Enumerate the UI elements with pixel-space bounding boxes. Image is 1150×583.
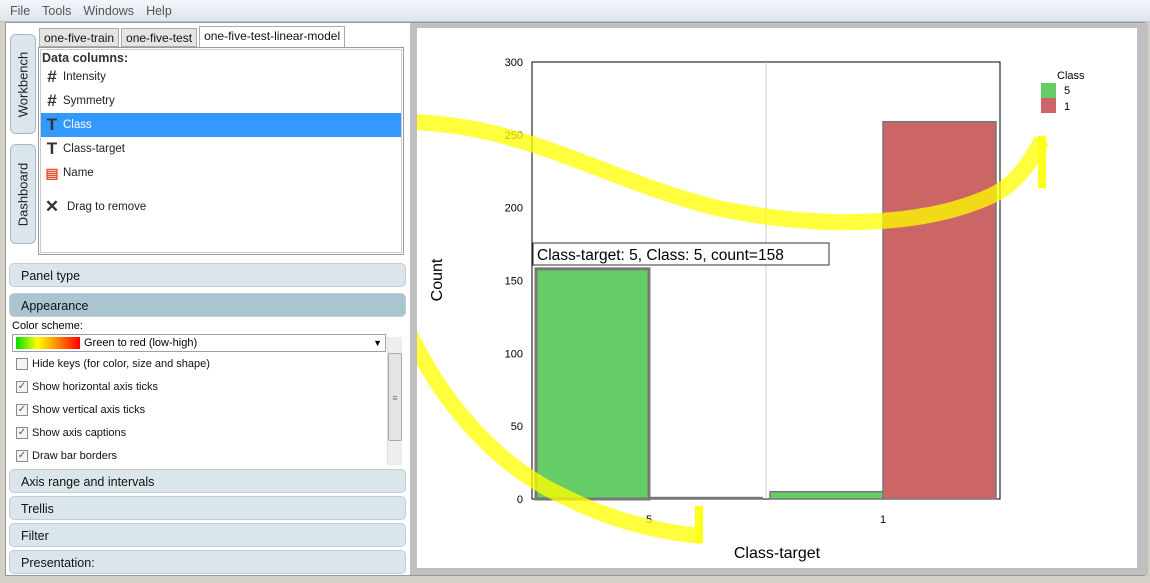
- checkbox-label: Show horizontal axis ticks: [32, 380, 158, 393]
- tooltip-box: [532, 242, 830, 266]
- bar-1-class-5: [769, 490, 884, 500]
- column-name[interactable]: ▤ Name: [41, 161, 401, 185]
- y-tick-label: 50: [511, 421, 523, 433]
- legend-label-5: 5: [1064, 85, 1070, 97]
- section-presentation[interactable]: Presentation:: [9, 550, 406, 574]
- column-label: Class: [63, 119, 92, 131]
- legend-swatch-5: [1041, 83, 1056, 98]
- column-label: Symmetry: [63, 95, 115, 107]
- tab-one-five-test[interactable]: one-five-test: [121, 28, 198, 47]
- column-symmetry[interactable]: # Symmetry: [41, 89, 401, 113]
- show-vertical-ticks-checkbox[interactable]: ✓ Show vertical axis ticks: [9, 398, 405, 421]
- column-label: Class-target: [63, 143, 125, 155]
- column-label: Name: [63, 167, 94, 179]
- text-type-icon: T: [46, 115, 58, 134]
- draw-bar-borders-checkbox[interactable]: ✓ Draw bar borders: [9, 444, 405, 467]
- y-tick-label: 150: [505, 276, 523, 288]
- checkmark-icon: ✓: [16, 449, 28, 462]
- menu-file[interactable]: File: [10, 3, 31, 18]
- legend-swatch-1: [1041, 98, 1056, 113]
- scrollbar-thumb[interactable]: ≡: [388, 353, 402, 441]
- show-horizontal-ticks-checkbox[interactable]: ✓ Show horizontal axis ticks: [9, 375, 405, 398]
- x-tick-label: 1: [880, 514, 886, 526]
- column-intensity[interactable]: # Intensity: [41, 65, 401, 89]
- dataset-tabs: one-five-train one-five-test one-five-te…: [39, 26, 347, 47]
- section-trellis[interactable]: Trellis: [9, 496, 406, 520]
- bar-5-class-1: [648, 496, 763, 500]
- color-scheme-label: Color scheme:: [12, 320, 83, 332]
- dashboard-label: Dashboard: [15, 162, 31, 226]
- text-type-icon: T: [46, 139, 58, 158]
- chart-panel: 0 50 100 150 200 250 300 5 1 Count Class-target …: [66, 28, 1137, 568]
- appearance-scrollbar[interactable]: ≡: [387, 337, 402, 465]
- checkmark-icon: ✓: [16, 426, 28, 439]
- menu-tools[interactable]: Tools: [42, 3, 72, 18]
- column-label: Intensity: [63, 71, 106, 83]
- close-icon: ✕: [44, 197, 60, 216]
- color-scheme-value: Green to red (low-high): [84, 337, 198, 349]
- data-columns-header: Data columns:: [42, 51, 129, 65]
- checkbox-label: Show axis captions: [32, 426, 127, 439]
- column-class[interactable]: T Class: [41, 113, 401, 137]
- workbench-label: Workbench: [15, 51, 31, 117]
- legend-title: Class: [1057, 70, 1085, 82]
- x-axis-label: Class-target: [734, 545, 821, 562]
- bar-1-class-1: [882, 120, 997, 500]
- color-gradient-swatch: [16, 337, 80, 349]
- y-tick-label: 300: [505, 57, 523, 69]
- chevron-down-icon: ▼: [373, 338, 382, 348]
- section-appearance[interactable]: Appearance: [9, 293, 406, 317]
- data-columns-panel: Data columns: # Intensity # Symmetry T Clas…: [38, 47, 404, 255]
- workbench-tab[interactable]: Workbench: [10, 34, 36, 134]
- menu-windows[interactable]: Windows: [83, 3, 135, 18]
- y-tick-label: 100: [505, 348, 523, 360]
- appearance-panel: Color scheme: Green to red (low-high) ▼ …: [9, 318, 405, 466]
- show-axis-captions-checkbox[interactable]: ✓ Show axis captions: [9, 421, 405, 444]
- tab-one-five-train[interactable]: one-five-train: [39, 28, 120, 47]
- bar-5-class-5: [534, 267, 651, 501]
- tab-one-five-test-linear-model[interactable]: one-five-test-linear-model: [199, 26, 346, 47]
- menu-help[interactable]: Help: [146, 3, 172, 18]
- hide-keys-checkbox[interactable]: Hide keys (for color, size and shape): [9, 352, 405, 375]
- color-scheme-select[interactable]: Green to red (low-high) ▼: [12, 334, 386, 352]
- dashboard-tab[interactable]: Dashboard: [10, 144, 36, 244]
- menu-bar: File Tools Windows Help: [0, 0, 1150, 22]
- y-tick-label: 0: [517, 494, 523, 506]
- tooltip-text: Class-target: 5, Class: 5, count=158: [537, 247, 784, 264]
- y-axis-label: Count: [429, 258, 446, 301]
- checkbox-label: Draw bar borders: [32, 449, 117, 462]
- y-tick-label: 200: [505, 203, 523, 215]
- hash-icon: #: [47, 67, 57, 86]
- legend-label-1: 1: [1064, 101, 1070, 113]
- checkmark-icon: ✓: [16, 380, 28, 393]
- section-panel-type[interactable]: Panel type: [9, 263, 406, 287]
- checkbox-unchecked-icon: [16, 357, 28, 370]
- checkbox-label: Show vertical axis ticks: [32, 403, 146, 416]
- section-axis-range[interactable]: Axis range and intervals: [9, 469, 406, 493]
- checkbox-label: Hide keys (for color, size and shape): [32, 357, 210, 370]
- column-class-target[interactable]: T Class-target: [41, 137, 401, 161]
- section-filter[interactable]: Filter: [9, 523, 406, 547]
- hash-icon: #: [47, 91, 57, 110]
- checkmark-icon: ✓: [16, 403, 28, 416]
- name-column-icon: ▤: [45, 164, 59, 181]
- drag-to-remove-label: Drag to remove: [67, 201, 147, 213]
- drag-to-remove-zone[interactable]: ✕ Drag to remove: [41, 195, 401, 219]
